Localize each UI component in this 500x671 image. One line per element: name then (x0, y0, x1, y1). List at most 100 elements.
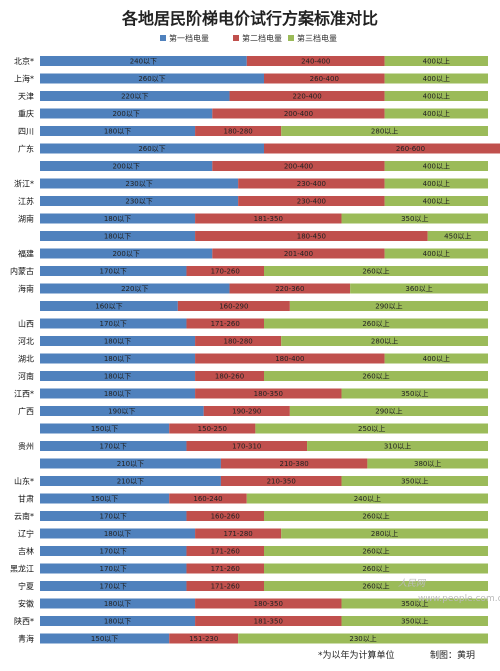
data-label-tier1: 260以下 (138, 145, 165, 153)
data-label-tier2: 180-260 (215, 373, 244, 381)
bar-tier2 (186, 581, 264, 591)
data-label-tier3: 380以上 (414, 459, 441, 468)
bar-tier1 (40, 476, 221, 486)
data-label-tier2: 150-250 (198, 425, 227, 433)
bar-tier3 (384, 178, 488, 189)
bar-tier2 (229, 283, 351, 294)
data-label-tier3: 350以上 (401, 617, 428, 626)
bar-tier3 (341, 476, 488, 486)
bar-tier2 (203, 406, 290, 416)
category-label: 河南 (18, 371, 34, 381)
bar-tier3 (238, 633, 488, 644)
bar-tier1 (40, 581, 187, 591)
category-label: 江苏 (18, 196, 34, 206)
data-label-tier3: 400以上 (423, 57, 450, 66)
data-label-tier3: 350以上 (401, 214, 428, 223)
data-label-tier1: 150以下 (91, 635, 118, 643)
bar-tier3 (281, 126, 488, 136)
data-label-tier3: 260以上 (362, 372, 389, 381)
bar-tier1 (40, 528, 196, 539)
data-label-tier1: 190以下 (108, 408, 135, 416)
bar-tier1 (40, 563, 187, 574)
bar-tier2 (238, 178, 385, 189)
data-label-tier1: 180以下 (104, 373, 131, 381)
category-label: 海南 (18, 284, 34, 294)
data-label-tier3: 400以上 (423, 162, 450, 171)
data-label-tier2: 180-280 (224, 128, 253, 136)
bar-tier3 (341, 598, 488, 609)
data-label-tier1: 220以下 (121, 93, 148, 101)
data-label-tier1: 180以下 (104, 233, 131, 241)
bar-tier2 (264, 143, 500, 154)
bar-tier1 (40, 633, 170, 644)
data-label-tier1: 150以下 (91, 425, 118, 433)
bar-tier3 (264, 318, 488, 329)
category-label: 河北 (18, 336, 34, 346)
data-label-tier3: 400以上 (423, 197, 450, 206)
bar-tier3 (307, 441, 488, 451)
legend-label: 第三档电量 (297, 33, 337, 43)
bar-tier2 (169, 633, 239, 644)
bar-tier3 (384, 353, 488, 364)
bar-tier2 (195, 388, 342, 399)
category-label: 北京* (14, 56, 34, 66)
category-label: 山东* (14, 476, 34, 486)
data-label-tier2: 200-400 (284, 163, 313, 171)
data-label-tier1: 180以下 (104, 390, 131, 398)
data-label-tier2: 151-230 (189, 635, 218, 643)
bar-tier2 (186, 563, 264, 574)
data-label-tier2: 190-290 (232, 408, 261, 416)
chart-title: 各地居民阶梯电价试行方案标准对比 (121, 9, 378, 28)
data-label-tier1: 200以下 (112, 163, 139, 171)
data-label-tier2: 240-400 (301, 58, 330, 66)
category-label: 四川 (18, 127, 34, 136)
data-label-tier1: 220以下 (121, 285, 148, 293)
category-label: 吉林 (18, 546, 34, 556)
bar-tier2 (229, 91, 385, 101)
bar-tier2 (186, 546, 264, 556)
footer-note: *为以年为计算单位 (318, 649, 395, 661)
category-label: 天津 (18, 91, 34, 101)
data-label-tier1: 260以下 (138, 75, 165, 83)
bar-tier1 (40, 493, 170, 504)
bar-tier2 (195, 353, 385, 364)
category-label: 陕西* (14, 616, 34, 626)
bar-tier3 (384, 56, 488, 66)
data-label-tier3: 400以上 (423, 74, 450, 83)
bar-tier3 (341, 616, 488, 626)
data-label-tier3: 260以上 (362, 582, 389, 591)
data-label-tier3: 260以上 (362, 547, 389, 556)
bar-tier2 (169, 423, 256, 434)
legend-swatch (160, 35, 166, 41)
bar-tier1 (40, 266, 187, 276)
bar-tier3 (264, 511, 488, 521)
data-label-tier3: 280以上 (371, 337, 398, 346)
bar-tier1 (40, 406, 204, 416)
bar-tier1 (40, 371, 196, 381)
data-label-tier3: 400以上 (423, 109, 450, 118)
bar-tier1 (40, 616, 196, 626)
bar-tier2 (212, 161, 385, 171)
bar-tier2 (195, 336, 282, 346)
bar-tier3 (264, 546, 488, 556)
data-label-tier2: 160-260 (211, 513, 240, 521)
bar-tier3 (255, 423, 488, 434)
data-label-tier2: 171-260 (211, 565, 240, 573)
data-label-tier1: 160以下 (95, 303, 122, 311)
category-label: 贵州 (18, 441, 34, 451)
data-label-tier3: 400以上 (423, 179, 450, 188)
bar-tier1 (40, 231, 196, 241)
bar-tier2 (195, 231, 428, 241)
data-label-tier1: 180以下 (104, 600, 131, 608)
data-label-tier1: 170以下 (100, 443, 127, 451)
bar-tier1 (40, 161, 213, 171)
bar-tier1 (40, 301, 178, 311)
bar-tier1 (40, 196, 239, 206)
data-label-tier2: 220-400 (292, 93, 321, 101)
bar-tier1 (40, 73, 264, 84)
bar-tier2 (264, 73, 385, 84)
data-label-tier1: 230以下 (125, 198, 152, 206)
data-label-tier1: 180以下 (104, 618, 131, 626)
